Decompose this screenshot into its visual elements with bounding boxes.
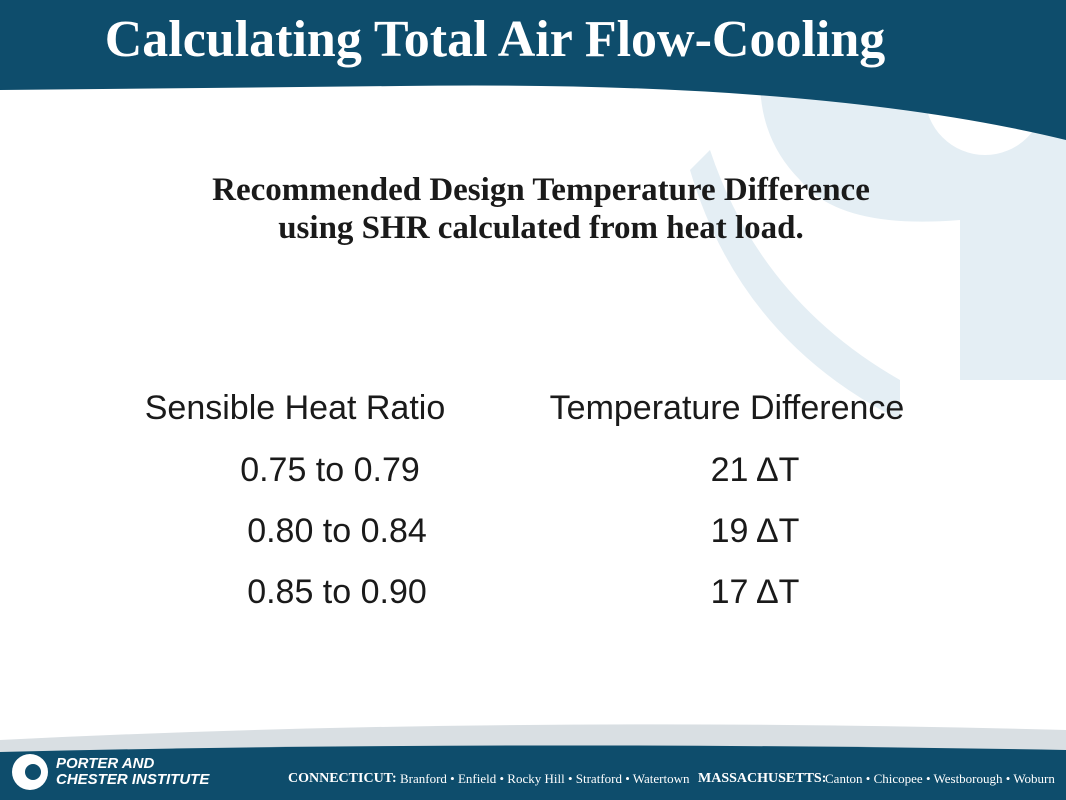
subtitle-line: using SHR calculated from heat load. bbox=[278, 210, 804, 246]
state-label: CONNECTICUT: bbox=[288, 771, 397, 786]
table-cell: 0.80 to 0.84 bbox=[247, 512, 427, 550]
title: Calculating Total Air Flow-Cooling bbox=[104, 11, 886, 68]
table-cell: 0.85 to 0.90 bbox=[247, 573, 427, 611]
state-label: MASSACHUSETTS: bbox=[698, 771, 827, 786]
footer-band bbox=[0, 745, 1066, 800]
column-header: Temperature Difference bbox=[549, 389, 905, 427]
brand-logo-inner bbox=[25, 764, 41, 780]
table-cell: 21 ΔT bbox=[710, 451, 800, 489]
table-cell: 19 ΔT bbox=[710, 512, 800, 550]
table-cell: 0.75 to 0.79 bbox=[240, 451, 420, 489]
brand-name: PORTER AND bbox=[56, 755, 155, 772]
column-header: Sensible Heat Ratio bbox=[144, 389, 446, 427]
brand-name: CHESTER INSTITUTE bbox=[56, 771, 210, 788]
town-list: Branford • Enfield • Rocky Hill • Stratf… bbox=[400, 771, 690, 786]
town-list: Canton • Chicopee • Westborough • Woburn bbox=[825, 771, 1055, 786]
header-band bbox=[0, 0, 1066, 140]
table-cell: 17 ΔT bbox=[710, 573, 800, 611]
subtitle-line: Recommended Design Temperature Differenc… bbox=[212, 172, 870, 208]
